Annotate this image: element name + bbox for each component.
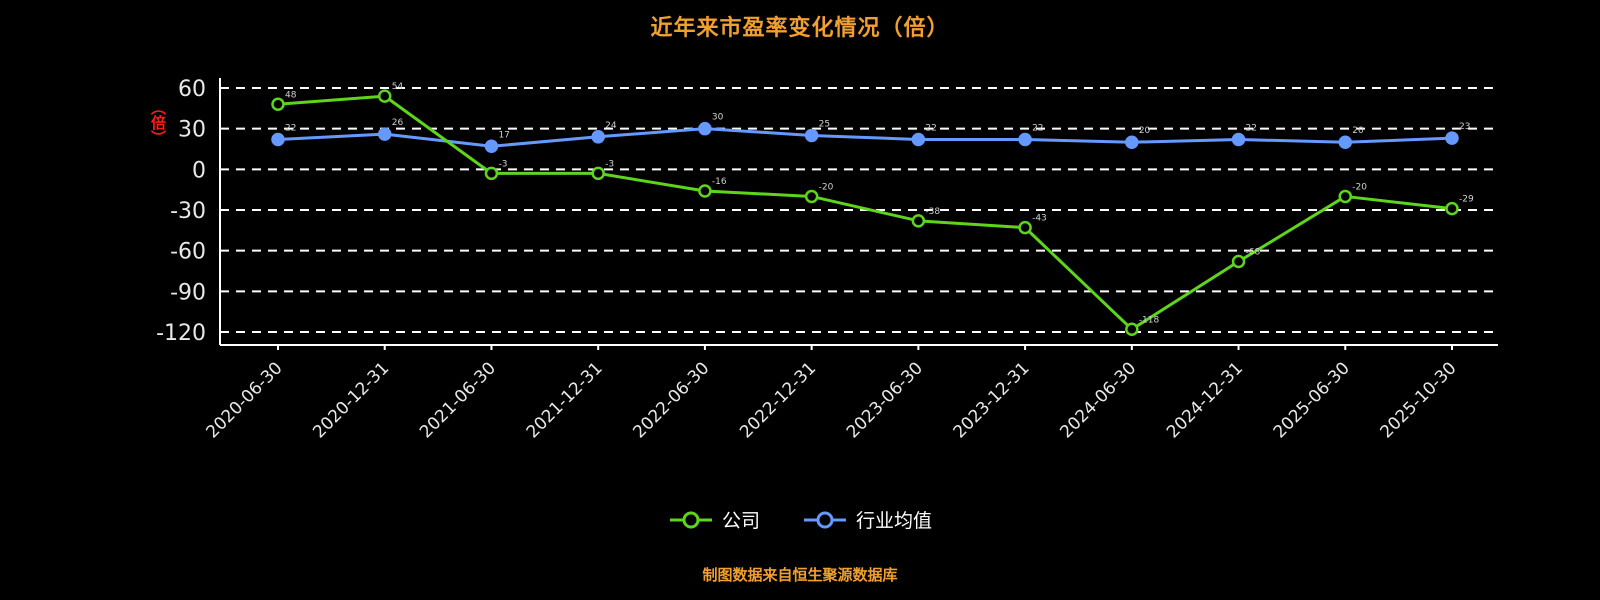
x-tick-label: 2025-10-30	[1377, 358, 1461, 442]
industry-point	[698, 121, 712, 136]
company-point	[911, 214, 926, 228]
y-tick-label: -30	[170, 199, 206, 224]
x-tick-label: 2021-06-30	[416, 358, 500, 442]
industry-point	[377, 127, 392, 141]
y-tick-label: 60	[178, 77, 206, 102]
point-label: 25	[819, 119, 830, 129]
legend: 公司 行业均值	[668, 506, 932, 533]
company-point	[1445, 201, 1459, 216]
company-point	[804, 189, 819, 204]
data-source-note: 制图数据来自恒生聚源数据库	[702, 566, 898, 584]
industry-point	[804, 128, 819, 143]
company-point	[271, 97, 285, 112]
point-label: -43	[1032, 214, 1047, 224]
point-label: -68	[1246, 248, 1261, 258]
legend-item-company[interactable]: 公司	[668, 506, 760, 533]
company-point	[377, 89, 392, 103]
point-label: -20	[1352, 182, 1367, 192]
point-label: 54	[392, 82, 404, 92]
point-label: 26	[392, 118, 404, 128]
industry-point	[1125, 135, 1139, 149]
x-tick-label: 2024-06-30	[1056, 358, 1140, 442]
point-label: -16	[712, 177, 727, 187]
x-tick-label: 2022-06-30	[629, 358, 713, 442]
industry-point	[1338, 135, 1353, 149]
point-label: -3	[498, 159, 507, 169]
y-tick-label: 30	[178, 118, 206, 143]
legend-label-industry: 行业均值	[856, 510, 933, 532]
industry-point	[1018, 132, 1032, 147]
company-point	[1125, 322, 1139, 337]
legend-item-industry[interactable]: 行业均值	[802, 506, 932, 533]
y-tick-label: -90	[170, 280, 206, 305]
y-tick-label: 0	[192, 158, 206, 183]
point-label: -3	[605, 159, 614, 169]
point-label: 22	[285, 124, 296, 134]
x-tick-label: 2020-06-30	[203, 358, 287, 442]
point-label: -29	[1459, 195, 1474, 205]
point-label: 17	[498, 130, 509, 140]
industry-point	[1231, 132, 1246, 147]
company-point	[1018, 220, 1032, 235]
point-label: 30	[712, 113, 724, 123]
y-tick-label: -60	[170, 240, 206, 265]
point-label: 20	[1139, 126, 1151, 136]
company-line	[276, 94, 1454, 331]
y-tick-label: -120	[156, 321, 206, 346]
y-axis-unit-label: （倍）	[149, 100, 167, 145]
company-point	[1338, 189, 1353, 204]
x-tick-label: 2020-12-31	[309, 358, 393, 442]
point-label: 22	[925, 124, 936, 134]
company-point	[698, 184, 712, 198]
chart-title: 近年来市盈率变化情况（倍）	[650, 16, 950, 41]
x-tick-label: 2022-12-31	[736, 358, 820, 442]
point-label: -20	[819, 182, 834, 192]
x-tick-label: 2023-06-30	[843, 358, 927, 442]
industry-point	[911, 132, 926, 147]
company-point	[484, 166, 499, 181]
point-label: 22	[1246, 124, 1257, 134]
industry-point	[591, 130, 605, 144]
industry-line	[276, 127, 1454, 148]
company-legend-marker	[669, 511, 712, 528]
industry-point	[271, 132, 285, 147]
chart-plot: 60 30 0 -30 -60 -90 -120 2020-06-30 2020-12-31 20…	[156, 77, 1498, 442]
legend-label-company: 公司	[721, 510, 760, 532]
point-label: 23	[1459, 122, 1470, 132]
industry-point	[484, 139, 499, 154]
point-label: -38	[925, 207, 940, 217]
x-tick-label: 2024-12-31	[1163, 358, 1247, 442]
industry-legend-marker	[804, 511, 846, 528]
x-tick-label: 2025-06-30	[1270, 358, 1354, 442]
point-label: 48	[285, 90, 297, 100]
point-label: 20	[1352, 126, 1364, 136]
point-label: 24	[605, 121, 617, 131]
point-label: -118	[1139, 315, 1160, 325]
x-tick-label: 2021-12-31	[523, 358, 607, 442]
company-point	[591, 166, 605, 181]
x-tick-label: 2023-12-31	[950, 358, 1034, 442]
company-point	[1231, 254, 1246, 269]
industry-point	[1445, 131, 1459, 145]
point-label: 22	[1032, 124, 1043, 134]
